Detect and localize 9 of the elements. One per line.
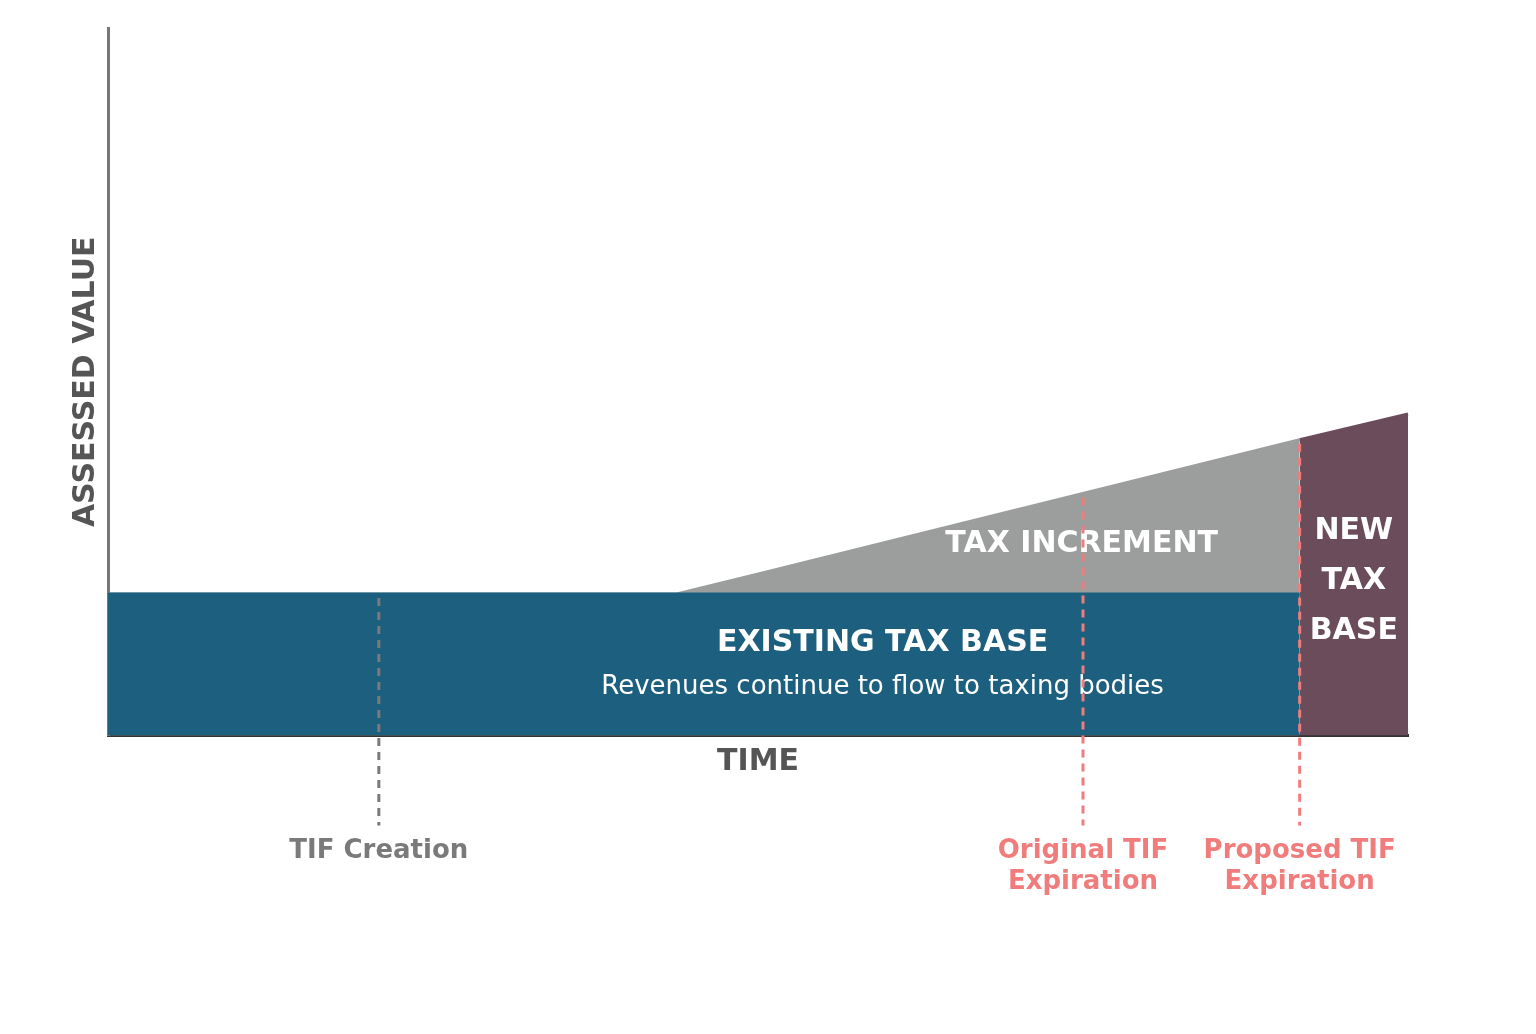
- x-tick-label: Original TIF Expiration: [997, 833, 1169, 896]
- x-tick-label: TIF Creation: [289, 833, 469, 864]
- x-axis-title: TIME: [717, 742, 799, 778]
- annotation: Revenues continue to flow to taxing bodies: [601, 669, 1164, 700]
- series-label: EXISTING TAX BASE: [716, 622, 1049, 658]
- x-tick-label: Proposed TIF Expiration: [1203, 833, 1396, 896]
- series-label: TAX INCREMENT: [945, 523, 1219, 559]
- series-label: NEW TAX BASE: [1309, 511, 1398, 647]
- y-axis-title: ASSESSED VALUE: [65, 236, 101, 528]
